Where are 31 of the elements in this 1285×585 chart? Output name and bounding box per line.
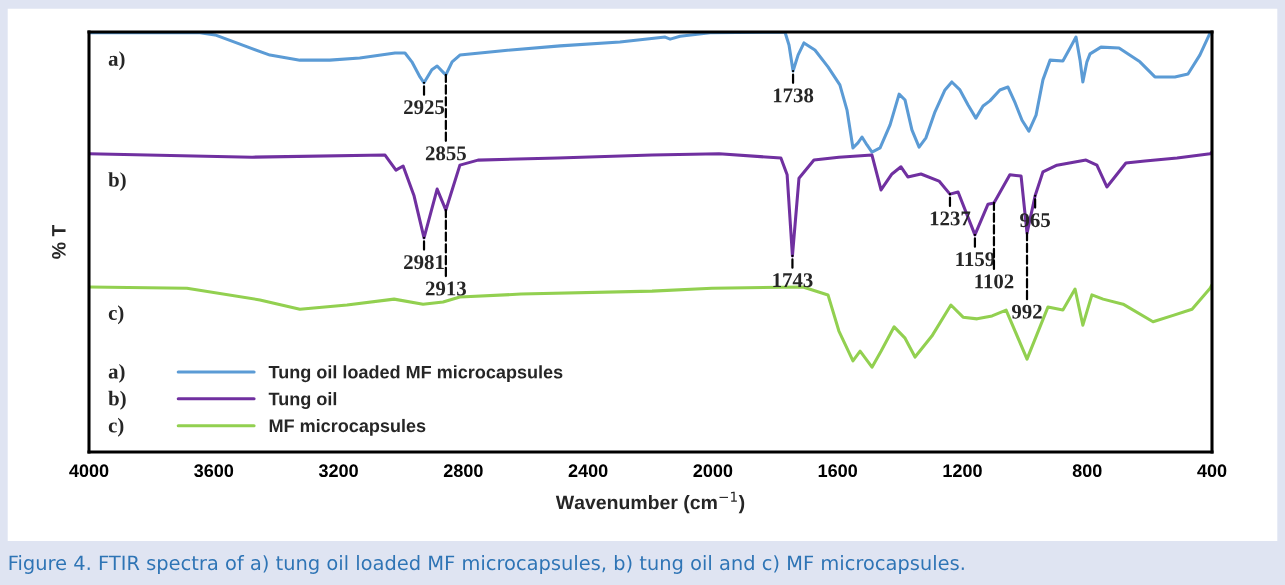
x-tick-label: 3200: [318, 464, 358, 478]
x-tick-label: 2800: [443, 464, 483, 478]
x-tick-label: 1200: [943, 464, 982, 478]
annotation: 1743: [773, 273, 813, 288]
annotation: b): [108, 172, 126, 192]
annotation: 1159: [956, 252, 995, 267]
x-tick-label: 4000: [69, 464, 109, 478]
x-tick-label: 1600: [818, 464, 858, 478]
annotation: c): [108, 305, 124, 325]
x-tick-label: 2400: [568, 464, 608, 478]
x-axis-title: Wavenumber (cm$^{−1}$): [555, 491, 745, 514]
annotation: a): [108, 363, 125, 383]
legend-label: Tung oil: [268, 392, 337, 409]
caption: Figure 4. FTIR spectra of a) tung oil loaded MF microcapsules, b) tung oil and c) MF microcapsules.: [9, 555, 964, 574]
annotation: c): [108, 417, 124, 437]
annotation: 2981: [404, 255, 444, 270]
annotation: 1102: [975, 274, 1014, 289]
legend-label: MF microcapsules: [269, 418, 426, 436]
annotation: 992: [1011, 304, 1042, 319]
x-tick-label: 3600: [194, 464, 234, 478]
annotation: 1738: [773, 88, 814, 103]
annotation: b): [108, 390, 126, 410]
legend-label: Tung oil loaded MF microcapsules: [268, 365, 563, 383]
x-tick-label: 800: [1072, 464, 1102, 478]
x-tick-label: 400: [1197, 464, 1227, 478]
annotation: 2925: [404, 100, 445, 115]
annotation: 2855: [425, 146, 466, 161]
y-axis-title: % T: [51, 224, 66, 259]
x-tick-label: 2000: [693, 464, 733, 478]
annotation: a): [108, 51, 125, 71]
annotation: 2913: [425, 281, 466, 296]
